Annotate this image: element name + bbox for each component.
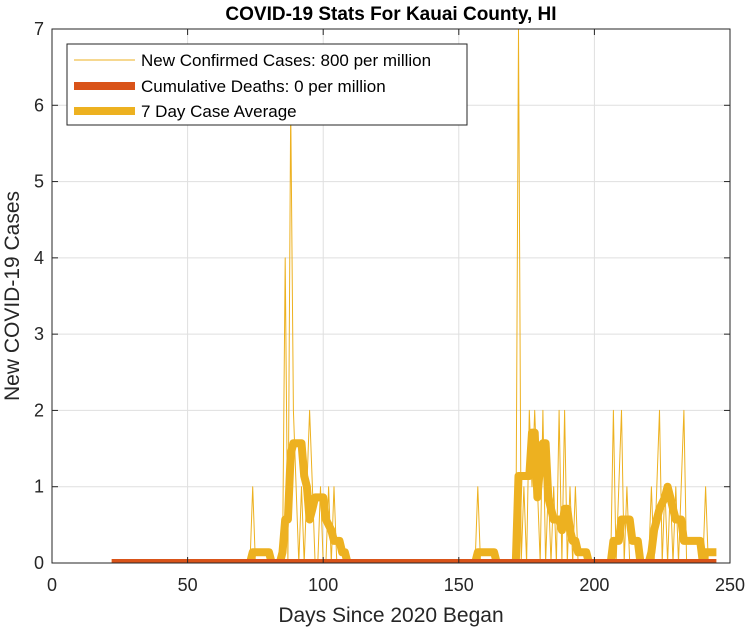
legend: New Confirmed Cases: 800 per million Cum…: [66, 43, 468, 126]
y-axis-label: New COVID-19 Cases: [1, 191, 24, 401]
x-tick-label: 100: [308, 575, 338, 595]
plot-series-group: [111, 28, 717, 563]
plot-area: [111, 28, 717, 563]
legend-label-new-cases: New Confirmed Cases: 800 per million: [141, 51, 431, 70]
y-tick-label: 0: [34, 553, 44, 573]
x-tick-label: 150: [444, 575, 474, 595]
y-tick-label: 2: [34, 400, 44, 420]
x-axis-label: Days Since 2020 Began: [278, 604, 503, 627]
chart-title: COVID-19 Stats For Kauai County, HI: [225, 4, 556, 25]
x-tick-label: 50: [178, 575, 198, 595]
series-7-day-average: [111, 428, 717, 563]
axes-box: [51, 28, 731, 564]
y-tick-label: 3: [34, 324, 44, 344]
y-tick-label: 6: [34, 95, 44, 115]
y-tick-label: 7: [34, 19, 44, 39]
y-tick-label: 5: [34, 172, 44, 192]
x-tick-label: 200: [579, 575, 609, 595]
legend-label-cumulative-deaths: Cumulative Deaths: 0 per million: [141, 77, 386, 96]
y-tick-label: 4: [34, 248, 44, 268]
legend-label-7-day-average: 7 Day Case Average: [141, 102, 297, 121]
axis-ticks: 0 50 100 150 200 250 0 1 2 3 4 5 6 7: [34, 19, 745, 595]
x-tick-label: 250: [715, 575, 745, 595]
y-tick-label: 1: [34, 477, 44, 497]
x-tick-label: 0: [47, 575, 57, 595]
